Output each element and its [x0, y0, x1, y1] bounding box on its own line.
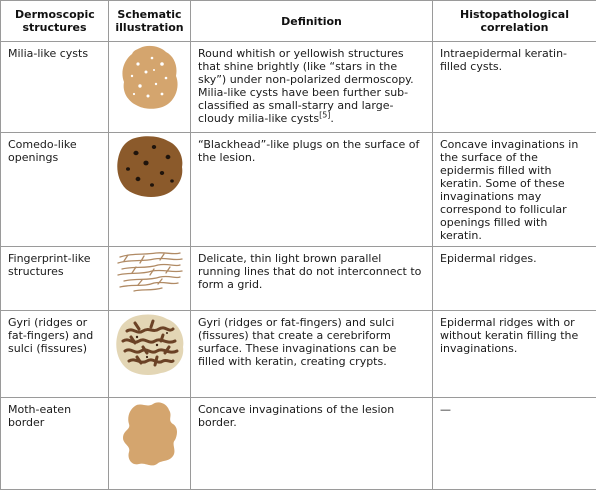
definition-cell: Gyri (ridges or fat-fingers) and sulci (…	[190, 310, 433, 398]
definition-text: Round whitish or yellowish structures th…	[198, 47, 414, 125]
moth-eaten-border-illustration	[122, 402, 177, 466]
definition-text: Delicate, thin light brown parallel runn…	[198, 252, 422, 291]
structure-cell: Moth-eaten border	[0, 397, 109, 490]
structure-name: Comedo-like openings	[8, 138, 77, 164]
definition-text: Concave invaginations of the lesion bord…	[198, 403, 395, 429]
structure-cell: Fingerprint-like structures	[0, 246, 109, 311]
table-row: Fingerprint-like structures Delicate	[0, 246, 596, 311]
definition-cell: “Blackhead”-like plugs on the surface of…	[190, 132, 433, 247]
milia-like-cysts-illustration	[121, 45, 178, 109]
definition-cell: Delicate, thin light brown parallel runn…	[190, 246, 433, 311]
definition-cell: Concave invaginations of the lesion bord…	[190, 397, 433, 490]
table-row: Comedo-like openings “Blackhead”-like pl…	[0, 132, 596, 247]
header-definition: Definition	[190, 0, 433, 42]
correlation-cell: —	[432, 397, 596, 490]
definition-text: “Blackhead”-like plugs on the surface of…	[198, 138, 420, 164]
definition-cell: Round whitish or yellowish structures th…	[190, 41, 433, 133]
gyri-and-sulci-illustration	[115, 314, 183, 375]
comedo-like-openings-illustration	[116, 136, 182, 197]
correlation-cell: Epidermal ridges with or without keratin…	[432, 310, 596, 398]
structure-name: Gyri (ridges or fat-fingers) and sulci (…	[8, 316, 94, 355]
table-row: Moth-eaten border Concave invaginations …	[0, 397, 596, 490]
correlation-text: Concave invaginations in the surface of …	[440, 138, 579, 242]
structure-cell: Gyri (ridges or fat-fingers) and sulci (…	[0, 310, 109, 398]
illustration-cell	[108, 41, 191, 133]
table-header-row: Dermoscopic structures Schematic illustr…	[0, 0, 596, 42]
definition-reference: [5]	[319, 110, 331, 120]
table-row: Gyri (ridges or fat-fingers) and sulci (…	[0, 310, 596, 398]
table-row: Milia-like cysts Round whitish or yellow…	[0, 41, 596, 133]
structure-name: Milia-like cysts	[8, 47, 89, 60]
structure-name: Fingerprint-like structures	[8, 252, 91, 278]
correlation-text: Epidermal ridges.	[440, 252, 537, 265]
structure-name: Moth-eaten border	[8, 403, 72, 429]
correlation-cell: Intraepidermal keratin-filled cysts.	[432, 41, 596, 133]
illustration-cell	[108, 132, 191, 247]
fingerprint-like-structures-illustration	[116, 252, 183, 292]
correlation-cell: Concave invaginations in the surface of …	[432, 132, 596, 247]
header-structures: Dermoscopic structures	[0, 0, 109, 42]
correlation-text: Epidermal ridges with or without keratin…	[440, 316, 579, 355]
definition-text: Gyri (ridges or fat-fingers) and sulci (…	[198, 316, 397, 368]
structure-cell: Milia-like cysts	[0, 41, 109, 133]
correlation-text: —	[440, 403, 451, 416]
illustration-cell	[108, 397, 191, 490]
definition-text-end: .	[330, 112, 334, 125]
structure-cell: Comedo-like openings	[0, 132, 109, 247]
header-correlation: Histopathological correlation	[432, 0, 596, 42]
header-illustration: Schematic illustration	[108, 0, 191, 42]
correlation-text: Intraepidermal keratin-filled cysts.	[440, 47, 568, 73]
correlation-cell: Epidermal ridges.	[432, 246, 596, 311]
illustration-cell	[108, 310, 191, 398]
illustration-cell	[108, 246, 191, 311]
